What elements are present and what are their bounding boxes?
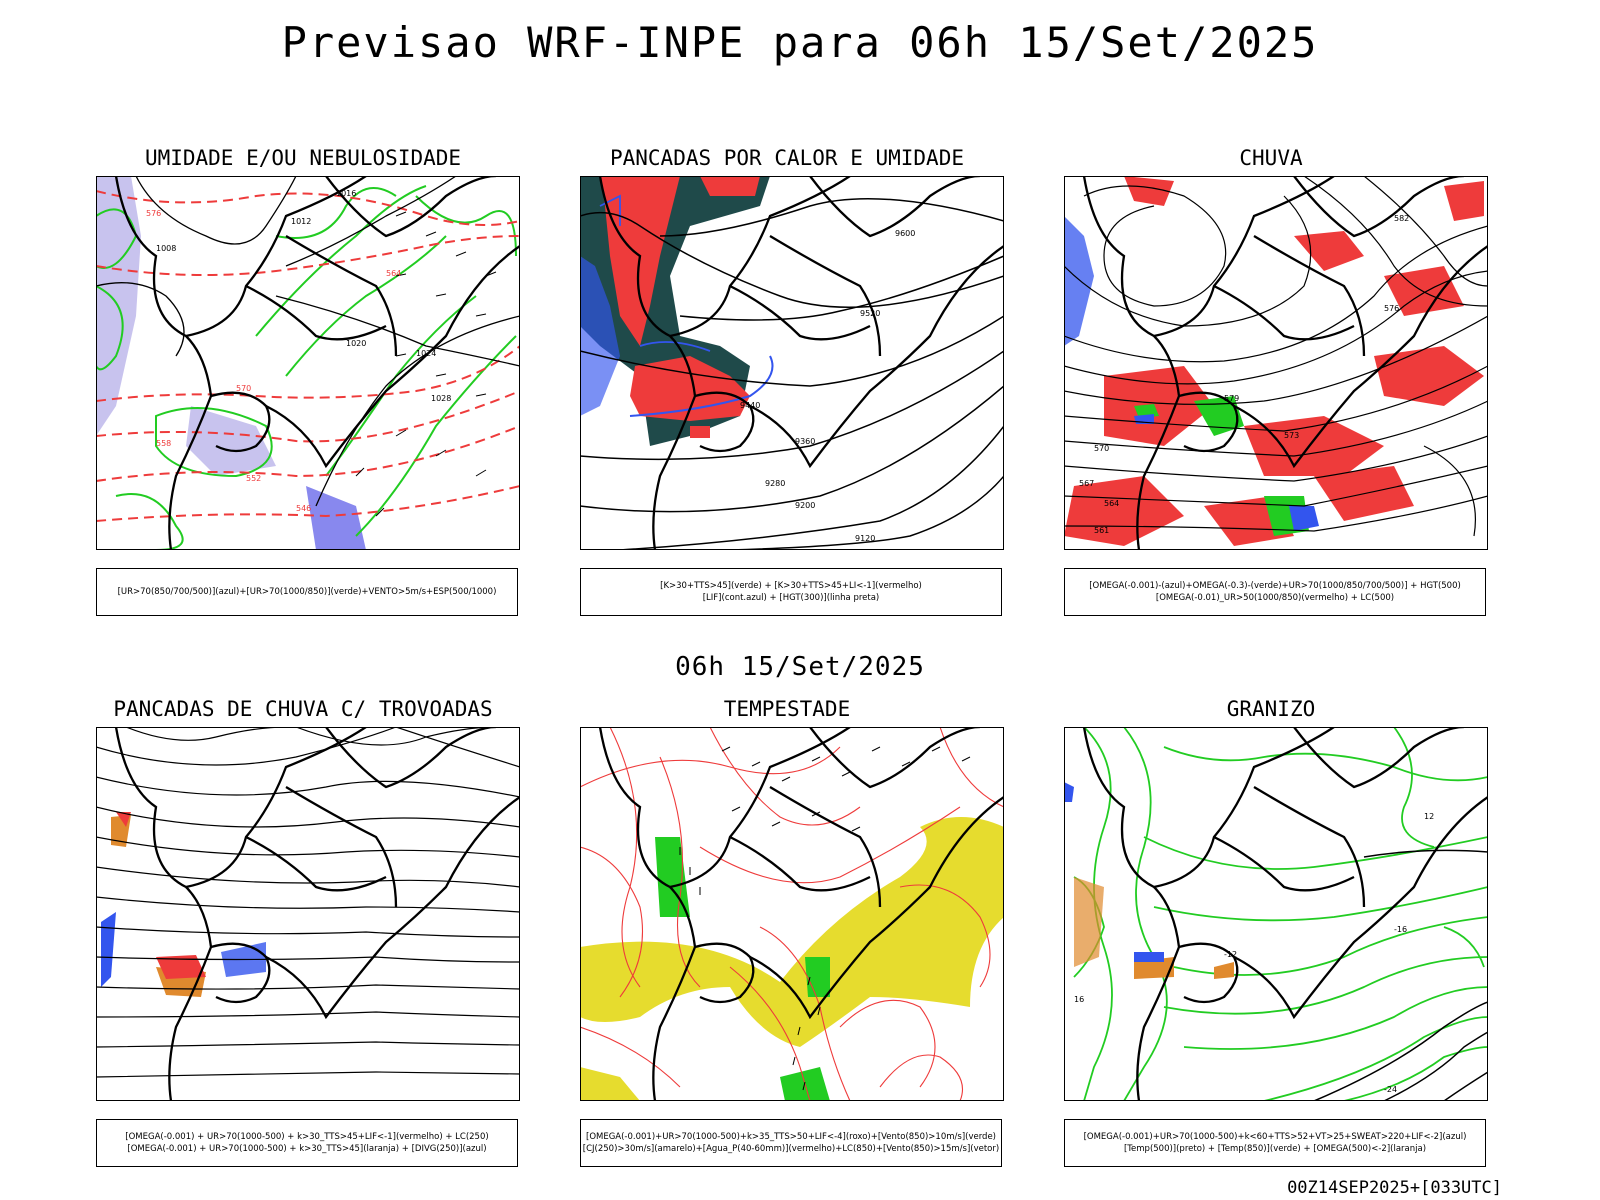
map-tempestade: 12S15S18S21S24S27S30S33S36S39S42S 70W65W… [580,727,1004,1101]
legend-box: [OMEGA(-0.001)-(azul)+OMEGA(-0.3)-(verde… [1064,568,1486,616]
height-label: 9280 [765,479,785,488]
isobar-label: 1024 [416,349,436,358]
temp-label: -12 [1224,950,1237,959]
height-label: 567 [1079,479,1094,488]
legend-box: [K>30+TTS>45](verde) + [K>30+TTS>45+LI<-… [580,568,1002,616]
isobar-label: 1008 [156,244,176,253]
panel-title: TEMPESTADE [723,697,851,721]
legend-line: [LIF](cont.azul) + [HGT(300)](linha pret… [702,593,880,603]
isobar-label: 1016 [336,189,356,198]
temp-label: 12 [1424,812,1434,821]
run-timestamp: 00Z14SEP2025+[033UTC] [1287,1178,1502,1198]
legend-line: [Temp(500)](preto) + [Temp(850)](verde) … [1123,1144,1427,1154]
legend-line: [K>30+TTS>45](verde) + [K>30+TTS>45+LI<-… [660,581,922,591]
map-umidade: 12S15S18S21S24S27S30S33S36S39S42S 70W65W… [96,176,520,550]
panel-tempestade: TEMPESTADE [552,697,1022,1177]
map-granizo: 12S15S18S21S24S27S30S33S36S39S42S 70W65W… [1064,727,1488,1101]
height-label: 564 [386,269,401,278]
legend-line: [UR>70(850/700/500)](azul)+[UR>70(1000/8… [117,587,497,597]
panel-title: UMIDADE E/OU NEBULOSIDADE [144,146,462,170]
height-label: 579 [1224,394,1239,403]
legend-box: [UR>70(850/700/500)](azul)+[UR>70(1000/8… [96,568,518,616]
height-label: 9440 [740,401,760,410]
height-label: 558 [156,439,171,448]
isobar-label: 1020 [346,339,366,348]
height-label: 576 [146,209,161,218]
isobar-label: 1028 [431,394,451,403]
height-label: 570 [236,384,251,393]
legend-line: [OMEGA(-0.001) + UR>70(1000-500) + k>30_… [127,1144,487,1154]
map-chuva: 12S15S18S21S24S27S30S33S36S39S42S 70W65W… [1064,176,1488,550]
isobar-label: 1012 [291,217,311,226]
height-label: 564 [1104,499,1119,508]
temp-label: -24 [1384,1085,1397,1094]
legend-line: [OMEGA(-0.001)-(azul)+OMEGA(-0.3)-(verde… [1089,581,1461,591]
legend-line: [OMEGA(-0.001) + UR>70(1000-500) + k>30_… [125,1132,489,1142]
height-label: 561 [1094,526,1109,535]
legend-line: [CJ(250)>30m/s](amarelo)+[Agua_P(40-60mm… [582,1144,1000,1154]
legend-line: [OMEGA(-0.01)_UR>50(1000/850)(vermelho) … [1155,593,1395,603]
height-label: 573 [1284,431,1299,440]
panel-title: PANCADAS POR CALOR E UMIDADE [609,146,964,170]
mid-title: 06h 15/Set/2025 [675,652,925,682]
panel-granizo: GRANIZO [1036,697,1506,1177]
panel-title: PANCADAS DE CHUVA C/ TROVOADAS [113,697,493,721]
height-label: 9360 [795,437,815,446]
height-label: 9520 [860,309,880,318]
height-label: 9600 [895,229,915,238]
panel-umidade: UMIDADE E/OU NEBULOSIDADE [68,146,538,626]
height-label: 570 [1094,444,1109,453]
height-label: 576 [1384,304,1399,313]
legend-box: [OMEGA(-0.001) + UR>70(1000-500) + k>30_… [96,1119,518,1167]
legend-line: [OMEGA(-0.001)+UR>70(1000-500)+k>35_TTS>… [586,1132,996,1142]
height-label: 546 [296,504,311,513]
height-label: 552 [246,474,261,483]
height-label: 9120 [855,534,875,543]
map-pancadas-calor: 12S15S18S21S24S27S30S33S36S39S42S 70W65W… [580,176,1004,550]
panel-chuva: CHUVA [1036,146,1506,626]
legend-box: [OMEGA(-0.001)+UR>70(1000-500)+k>35_TTS>… [580,1119,1002,1167]
legend-line: [OMEGA(-0.001)+UR>70(1000-500)+k<60+TTS>… [1083,1132,1467,1142]
height-label: 582 [1394,214,1409,223]
temp-label: -16 [1394,925,1407,934]
height-label: 9200 [795,501,815,510]
panel-title: CHUVA [1239,146,1303,170]
map-trovoadas: 12S15S18S21S24S27S30S33S36S39S42S 70W65W… [96,727,520,1101]
panel-title: GRANIZO [1226,697,1316,721]
temp-label: 16 [1074,995,1084,1004]
panel-pancadas-calor: PANCADAS POR CALOR E UMIDADE [552,146,1022,626]
main-title: Previsao WRF-INPE para 06h 15/Set/2025 [281,18,1319,67]
panel-trovoadas: PANCADAS DE CHUVA C/ TROVOADAS [68,697,538,1177]
legend-box: [OMEGA(-0.001)+UR>70(1000-500)+k<60+TTS>… [1064,1119,1486,1167]
